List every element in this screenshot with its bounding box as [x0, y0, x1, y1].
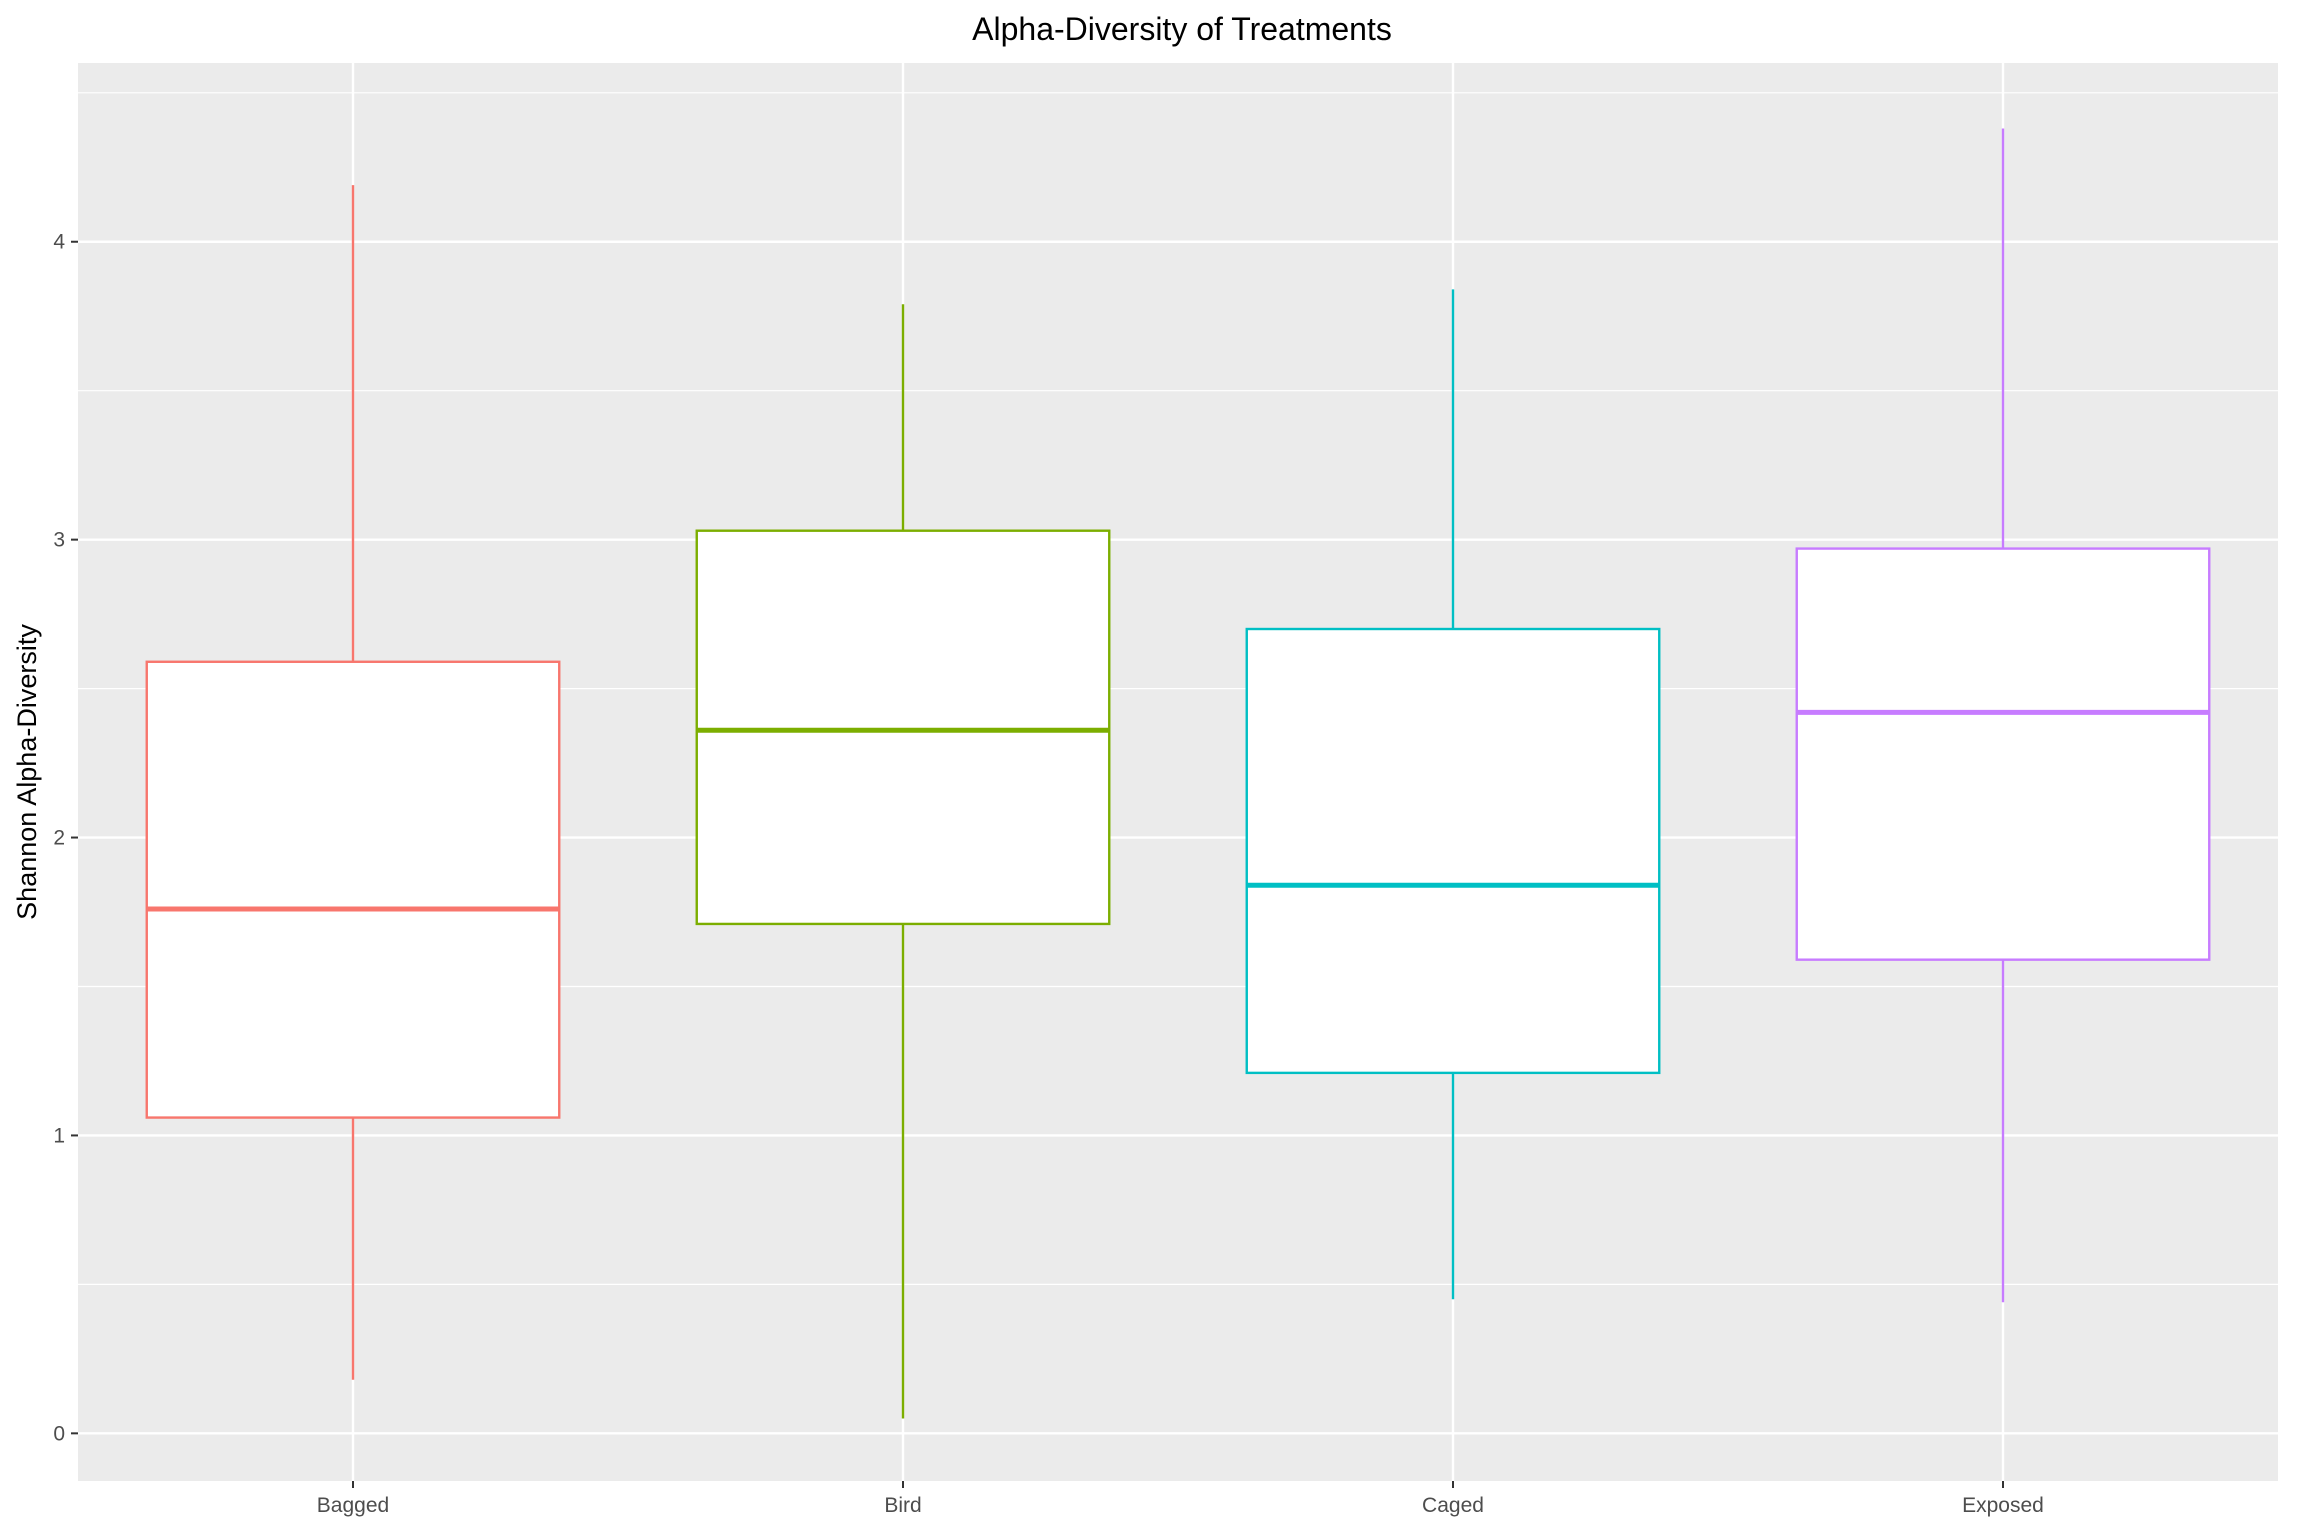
box-exposed [1795, 128, 2211, 1303]
box-bagged [145, 185, 561, 1380]
box-series [145, 128, 2211, 1419]
box-bird [695, 304, 1111, 1419]
x-tick-label: Bagged [317, 1494, 389, 1517]
interquartile-box [695, 529, 1111, 926]
chart-title: Alpha-Diversity of Treatments [972, 11, 1392, 47]
y-tick-label: 0 [53, 1422, 65, 1445]
y-tick-label: 2 [53, 827, 65, 850]
y-tick-label: 4 [53, 231, 65, 254]
interquartile-box [145, 660, 561, 1119]
x-tick-label: Exposed [1962, 1494, 2044, 1517]
interquartile-box [1245, 627, 1661, 1075]
y-axis: 0 1 2 3 4 [53, 231, 78, 1445]
y-tick-label: 1 [53, 1124, 65, 1147]
box-caged [1245, 289, 1661, 1300]
interquartile-box [1795, 547, 2211, 961]
x-tick-label: Bird [884, 1494, 921, 1517]
x-tick-label: Caged [1422, 1494, 1484, 1517]
y-axis-label: Shannon Alpha-Diversity [12, 624, 42, 920]
x-axis: Bagged Bird Caged Exposed [317, 1481, 2044, 1517]
y-tick-label: 3 [53, 529, 65, 552]
